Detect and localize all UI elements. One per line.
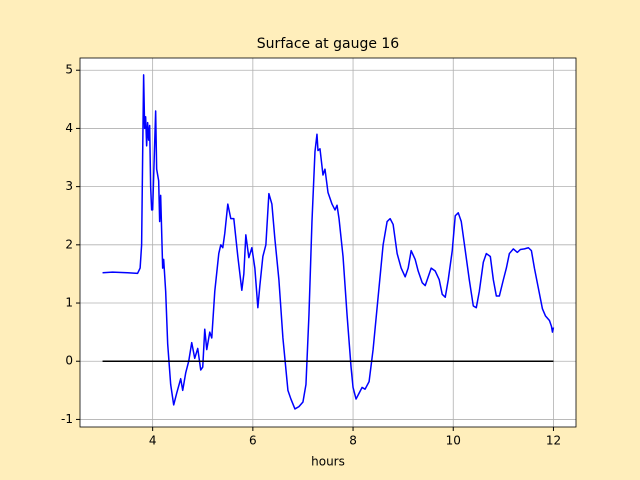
x-tick-label: 8 xyxy=(349,434,357,448)
y-tick-label: 4 xyxy=(65,121,73,135)
line-series xyxy=(102,74,555,410)
y-tick-label: 1 xyxy=(65,296,73,310)
x-tick-label: 4 xyxy=(149,434,157,448)
x-tick-label: 12 xyxy=(546,434,561,448)
y-tick-label: -1 xyxy=(61,412,73,426)
x-axis-label: hours xyxy=(311,455,345,469)
y-tick-label: 5 xyxy=(65,63,73,77)
y-tick-label: 2 xyxy=(65,237,73,251)
axes-frame xyxy=(79,57,577,428)
x-tick-label: 10 xyxy=(446,434,461,448)
y-tick-label: 0 xyxy=(65,354,73,368)
y-tick-label: 3 xyxy=(65,179,73,193)
x-tick-label: 6 xyxy=(249,434,257,448)
chart-title: Surface at gauge 16 xyxy=(257,36,399,52)
plot-area xyxy=(80,58,576,427)
